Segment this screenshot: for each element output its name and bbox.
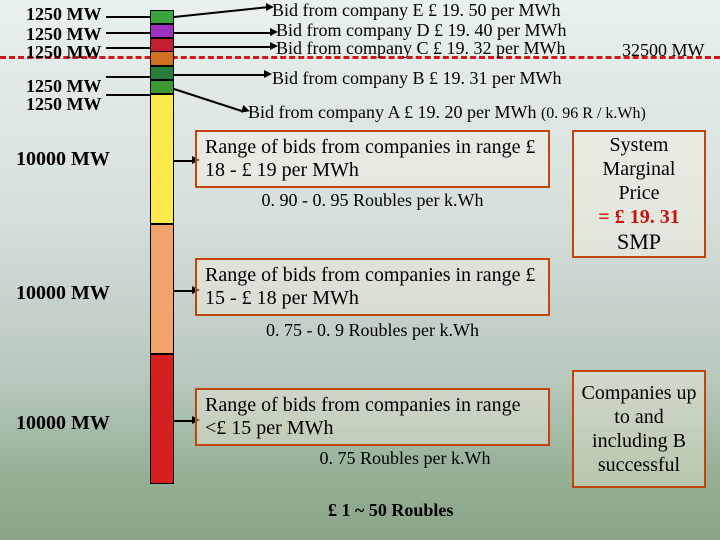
- range3-text: Range of bids from companies in range <£…: [205, 394, 520, 439]
- smp-abbr: SMP: [576, 229, 702, 255]
- arrow-r2: [174, 290, 194, 292]
- smp-line3: Price: [576, 181, 702, 205]
- leader-c: [106, 47, 150, 49]
- smp-line2: Marginal: [576, 157, 702, 181]
- demand-value: 32500 MW: [622, 40, 705, 61]
- arrow-b: [174, 74, 266, 76]
- range1-sub: 0. 90 - 0. 95 Roubles per k.Wh: [195, 190, 550, 211]
- bar-seg-b: [150, 66, 174, 80]
- arrow-a: [174, 88, 243, 112]
- arrow-d: [174, 32, 272, 34]
- mw-label-r3: 10000 MW: [16, 412, 110, 435]
- range2-sub: 0. 75 - 0. 9 Roubles per k.Wh: [195, 320, 550, 341]
- slide: 1250 MW 1250 MW 1250 MW 1250 MW 1250 MW …: [0, 0, 720, 540]
- range-box-1: Range of bids from companies in range £ …: [195, 130, 550, 188]
- leader-b: [106, 76, 150, 78]
- bar-seg-spacer: [150, 52, 174, 66]
- leader-d: [106, 32, 150, 34]
- bid-a-roubles: (0. 96 R / k.Wh): [541, 105, 646, 122]
- mw-label-c: 1250 MW: [26, 42, 102, 63]
- bid-c: Bid from company C £ 19. 32 per MWh: [276, 38, 565, 59]
- bar-seg-d: [150, 24, 174, 38]
- success-box: Companies up to and including B successf…: [572, 370, 706, 488]
- bid-b: Bid from company B £ 19. 31 per MWh: [272, 68, 561, 89]
- range1-text: Range of bids from companies in range £ …: [205, 136, 535, 181]
- bid-a: Bid from company A £ 19. 20 per MWh (0. …: [248, 102, 646, 123]
- range3-sub: 0. 75 Roubles per k.Wh: [260, 448, 550, 469]
- mw-label-a: 1250 MW: [26, 94, 102, 115]
- bid-e: Bid from company E £ 19. 50 per MWh: [272, 0, 560, 21]
- smp-line1: System: [576, 133, 702, 157]
- arrow-r3: [174, 420, 194, 422]
- bar-seg-range2: [150, 224, 174, 354]
- bar-seg-a: [150, 80, 174, 94]
- bar-seg-range3: [150, 354, 174, 484]
- arrow-c: [174, 46, 272, 48]
- bar-seg-range1: [150, 94, 174, 224]
- arrow-r1: [174, 160, 194, 162]
- leader-e: [106, 16, 150, 18]
- range2-text: Range of bids from companies in range £ …: [205, 264, 535, 309]
- arrow-b-head: [264, 70, 272, 78]
- smp-value: = £ 19. 31: [576, 205, 702, 229]
- mw-label-e: 1250 MW: [26, 4, 102, 25]
- leader-a: [106, 94, 150, 96]
- success-text: Companies up to and including B successf…: [576, 381, 702, 477]
- mw-label-r2: 10000 MW: [16, 282, 110, 305]
- bar-seg-e: [150, 10, 174, 24]
- bar-seg-c: [150, 38, 174, 52]
- range-box-3: Range of bids from companies in range <£…: [195, 388, 550, 446]
- arrow-e: [174, 6, 268, 18]
- range-box-2: Range of bids from companies in range £ …: [195, 258, 550, 316]
- mw-label-r1: 10000 MW: [16, 148, 110, 171]
- bid-a-main: Bid from company A £ 19. 20 per MWh: [248, 102, 536, 122]
- smp-box: System Marginal Price = £ 19. 31 SMP: [572, 130, 706, 258]
- footer-rate: £ 1 ~ 50 Roubles: [328, 500, 453, 521]
